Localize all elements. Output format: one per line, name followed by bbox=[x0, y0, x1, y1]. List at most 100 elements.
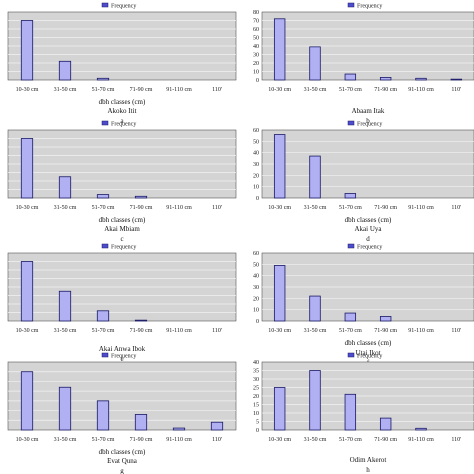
y-tick-label: 10 bbox=[253, 185, 259, 191]
bar bbox=[96, 400, 110, 431]
x-tick-label: 51-70 cm bbox=[339, 205, 362, 211]
panel-title: Akai Anwa Ibok bbox=[99, 345, 146, 353]
y-tick-label: 10 bbox=[253, 411, 259, 417]
x-tick-label: 10-30 cm bbox=[16, 328, 39, 334]
y-tick-label: 10 bbox=[253, 70, 259, 76]
x-tick-label: 91-110 cm bbox=[408, 328, 434, 334]
bar bbox=[96, 77, 110, 81]
panel-title: Evat Quna bbox=[107, 457, 138, 465]
legend-swatch bbox=[101, 243, 109, 249]
panel-title: Abaam Itak bbox=[352, 107, 385, 115]
panel-title: Akoko Itit bbox=[108, 107, 137, 115]
y-tick-label: 0 bbox=[256, 78, 259, 84]
x-tick-label: 51-70 cm bbox=[92, 205, 115, 211]
y-tick-label: 40 bbox=[253, 44, 259, 50]
x-tick-label: 91-110 cm bbox=[166, 205, 192, 211]
panel-letter: d bbox=[366, 235, 370, 243]
bar bbox=[20, 20, 34, 81]
panel-letter: c bbox=[120, 235, 123, 243]
x-tick-label: 110' bbox=[212, 205, 222, 211]
legend-label: Frequency bbox=[357, 4, 382, 10]
y-tick-label: 50 bbox=[253, 139, 259, 145]
y-tick-label: 0 bbox=[256, 196, 259, 202]
bar bbox=[309, 370, 321, 431]
x-tick-label: 71-90 cm bbox=[374, 87, 397, 93]
legend-label: Frequency bbox=[357, 122, 382, 128]
y-tick-label: 40 bbox=[253, 360, 259, 366]
y-tick-label: 0 bbox=[256, 319, 259, 325]
legend-swatch bbox=[347, 120, 355, 126]
x-axis-title: dbh classes (cm) bbox=[345, 216, 392, 224]
bar bbox=[20, 261, 34, 322]
panel-title: Utai Ikot bbox=[355, 349, 380, 357]
bar bbox=[20, 371, 34, 431]
x-tick-label: 71-90 cm bbox=[130, 328, 153, 334]
bar bbox=[415, 77, 427, 81]
legend-label: Frequency bbox=[111, 354, 136, 360]
y-tick-label: 20 bbox=[253, 61, 259, 67]
bar bbox=[210, 421, 224, 431]
x-tick-label: 10-30 cm bbox=[268, 87, 291, 93]
x-tick-label: 51-70 cm bbox=[92, 87, 115, 93]
y-tick-label: 30 bbox=[253, 162, 259, 168]
x-tick-label: 110' bbox=[451, 205, 461, 211]
x-tick-label: 91-110 cm bbox=[408, 437, 434, 443]
y-tick-label: 40 bbox=[253, 151, 259, 157]
x-axis-title: dbh classes (cm) bbox=[99, 98, 146, 106]
x-tick-label: 10-30 cm bbox=[16, 87, 39, 93]
x-tick-label: 71-90 cm bbox=[374, 205, 397, 211]
x-tick-label: 71-90 cm bbox=[130, 205, 153, 211]
bar bbox=[134, 414, 148, 431]
bar bbox=[134, 195, 148, 199]
y-tick-label: 40 bbox=[253, 274, 259, 280]
bar bbox=[20, 138, 34, 199]
x-tick-label: 51-70 cm bbox=[92, 437, 115, 443]
x-tick-label: 110' bbox=[212, 87, 222, 93]
x-tick-label: 91-110 cm bbox=[166, 328, 192, 334]
x-axis-title: dbh classes (cm) bbox=[99, 216, 146, 224]
legend-swatch bbox=[347, 352, 355, 358]
y-tick-label: 60 bbox=[253, 128, 259, 134]
bar bbox=[58, 176, 72, 199]
y-tick-label: 50 bbox=[253, 262, 259, 268]
plot-area bbox=[7, 361, 237, 431]
x-tick-label: 10-30 cm bbox=[268, 328, 291, 334]
bar bbox=[344, 73, 357, 81]
x-tick-label: 71-90 cm bbox=[374, 328, 397, 334]
bar bbox=[415, 427, 427, 431]
panel-title: Akai Uya bbox=[354, 225, 382, 233]
bar bbox=[450, 78, 463, 81]
bar bbox=[344, 393, 357, 431]
panel-letter: b bbox=[366, 117, 370, 125]
x-tick-label: 91-110 cm bbox=[408, 205, 434, 211]
legend-label: Frequency bbox=[111, 245, 136, 251]
x-tick-label: 91-110 cm bbox=[166, 437, 192, 443]
bar bbox=[309, 155, 321, 199]
x-tick-label: 71-90 cm bbox=[130, 437, 153, 443]
y-tick-label: 25 bbox=[253, 386, 259, 392]
x-tick-label: 31-50 cm bbox=[54, 87, 77, 93]
x-tick-label: 71-90 cm bbox=[130, 87, 153, 93]
x-tick-label: 110' bbox=[451, 437, 461, 443]
legend-swatch bbox=[101, 120, 109, 126]
y-tick-label: 5 bbox=[256, 420, 259, 426]
bar bbox=[58, 386, 72, 431]
y-tick-label: 0 bbox=[256, 428, 259, 434]
legend-swatch bbox=[101, 2, 109, 8]
x-tick-label: 51-70 cm bbox=[339, 328, 362, 334]
legend-label: Frequency bbox=[111, 122, 136, 128]
x-tick-label: 10-30 cm bbox=[16, 437, 39, 443]
bar bbox=[58, 290, 72, 322]
legend-label: Frequency bbox=[111, 4, 136, 10]
bar bbox=[96, 310, 110, 322]
x-tick-label: 31-50 cm bbox=[54, 205, 77, 211]
y-tick-label: 80 bbox=[253, 10, 259, 16]
x-tick-label: 110' bbox=[451, 87, 461, 93]
bar bbox=[379, 316, 392, 322]
x-tick-label: 51-70 cm bbox=[92, 328, 115, 334]
bar bbox=[309, 46, 321, 81]
legend-label: Frequency bbox=[357, 354, 382, 360]
panel-letter: g bbox=[120, 467, 124, 474]
y-tick-label: 50 bbox=[253, 36, 259, 42]
